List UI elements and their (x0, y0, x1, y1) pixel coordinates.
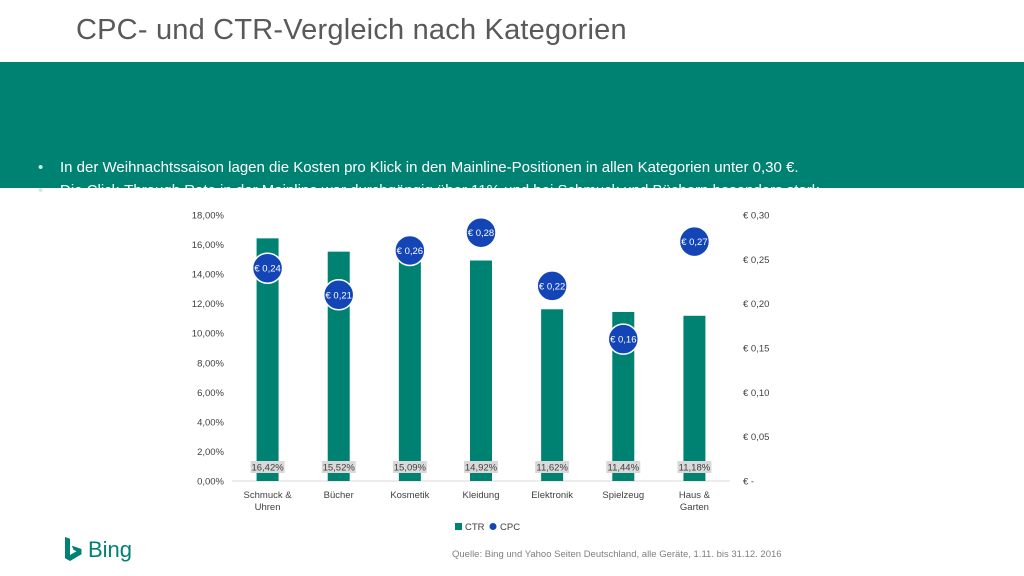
ctr-data-label-bg (250, 461, 285, 473)
brand-name: Bing (88, 537, 133, 562)
ctr-bar (612, 311, 635, 481)
y-left-tick-label: 6,00% (197, 388, 224, 399)
bullet-item: • In der Weihnachtssaison lagen die Kost… (38, 156, 823, 179)
source-note: Quelle: Bing und Yahoo Seiten Deutschlan… (452, 549, 782, 560)
y-left-tick-label: 10,00% (192, 329, 225, 340)
y-right-tick-label: € 0,15 (743, 344, 769, 355)
cpc-point (536, 270, 568, 302)
cpc-point (607, 323, 640, 355)
cpc-point (394, 234, 426, 267)
bullet-text: In der Weihnachtssaison lagen die Kosten… (60, 159, 799, 176)
bullet-dot-icon: • (38, 159, 44, 176)
cpc-data-label: € 0,24 (254, 264, 280, 275)
ctr-data-label: 14,92% (465, 463, 498, 474)
y-right-tick-label: € - (743, 477, 754, 488)
bing-brand: Bing (62, 536, 132, 564)
bullet-dot-icon: • (38, 182, 44, 199)
y-left-tick-label: 14,00% (192, 270, 225, 281)
y-right-tick-label: € 0,05 (743, 432, 769, 443)
x-tick-label: Kosmetik (390, 490, 429, 501)
ctr-data-label: 15,52% (323, 463, 356, 474)
legend-ctr-swatch (455, 523, 462, 530)
y-left-tick-label: 12,00% (192, 299, 225, 310)
ctr-data-label-bg (535, 461, 570, 473)
ctr-bar (470, 260, 492, 481)
legend-ctr-label: CTR (465, 522, 485, 533)
y-left-tick-label: 8,00% (197, 358, 224, 369)
ctr-data-label-bg (321, 461, 356, 473)
y-left-tick-label: 0,00% (197, 477, 224, 488)
bullet-text: Die Click-Through Rate in der Mainline w… (60, 182, 824, 199)
cpc-point (251, 252, 284, 284)
ctr-bar (683, 315, 706, 481)
summary-banner: • In der Weihnachtssaison lagen die Kost… (0, 62, 1024, 199)
x-tick-label: Schmuck & (244, 490, 293, 501)
cpc-point (322, 279, 355, 311)
y-right-tick-label: € 0,30 (743, 211, 769, 222)
y-right-tick-label: € 0,25 (743, 255, 769, 266)
slide-title: CPC- und CTR-Vergleich nach Kategorien (76, 14, 627, 46)
bullet-list: • In der Weihnachtssaison lagen die Kost… (38, 156, 823, 202)
ctr-cpc-chart: 0,00% 2,00% 4,00% 6,00% 8,00% 10,00% 12,00% 14,… (192, 211, 770, 534)
ctr-data-label: 15,09% (394, 463, 427, 474)
y-right-tick-label: € 0,20 (743, 299, 769, 310)
y-left-tick-label: 2,00% (197, 447, 224, 458)
cpc-data-label: € 0,16 (610, 335, 636, 346)
x-tick-label: Bücher (324, 490, 354, 501)
bullet-item: • Die Click-Through Rate in der Mainline… (38, 179, 823, 202)
y-right-tick-label: € 0,10 (743, 388, 769, 399)
ctr-data-label: 11,44% (608, 463, 640, 474)
ctr-bar (256, 238, 279, 481)
cpc-data-label: € 0,22 (539, 281, 565, 292)
ctr-data-label-bg (464, 461, 498, 473)
y-left-tick-label: 16,00% (192, 240, 225, 251)
ctr-bar (541, 309, 564, 481)
y-left-tick-label: 4,00% (197, 417, 224, 428)
cpc-data-label: € 0,21 (326, 290, 352, 301)
ctr-data-label: 16,42% (251, 463, 284, 474)
ctr-data-label-bg (606, 461, 641, 473)
y-left-tick-label: 18,00% (192, 211, 225, 222)
ctr-bar (398, 258, 421, 481)
ctr-data-label-bg (677, 461, 712, 473)
x-tick-label: Spielzeug (602, 490, 644, 501)
ctr-data-label: 11,62% (536, 463, 568, 474)
legend-cpc-label: CPC (500, 522, 520, 533)
x-tick-label: Uhren (255, 502, 281, 513)
bing-logo-icon (65, 537, 82, 561)
ctr-data-label: 11,18% (679, 463, 711, 474)
x-tick-label: Haus & (679, 490, 711, 501)
legend-cpc-swatch (489, 523, 497, 530)
cpc-data-label: € 0,27 (681, 237, 707, 248)
cpc-point (678, 225, 711, 258)
ctr-data-label-bg (392, 461, 427, 473)
cpc-point (465, 216, 497, 249)
cpc-data-label: € 0,28 (468, 228, 494, 239)
cpc-data-label: € 0,26 (397, 246, 423, 257)
x-tick-label: Kleidung (463, 490, 500, 501)
x-tick-label: Garten (680, 502, 709, 513)
x-tick-label: Elektronik (531, 490, 573, 501)
